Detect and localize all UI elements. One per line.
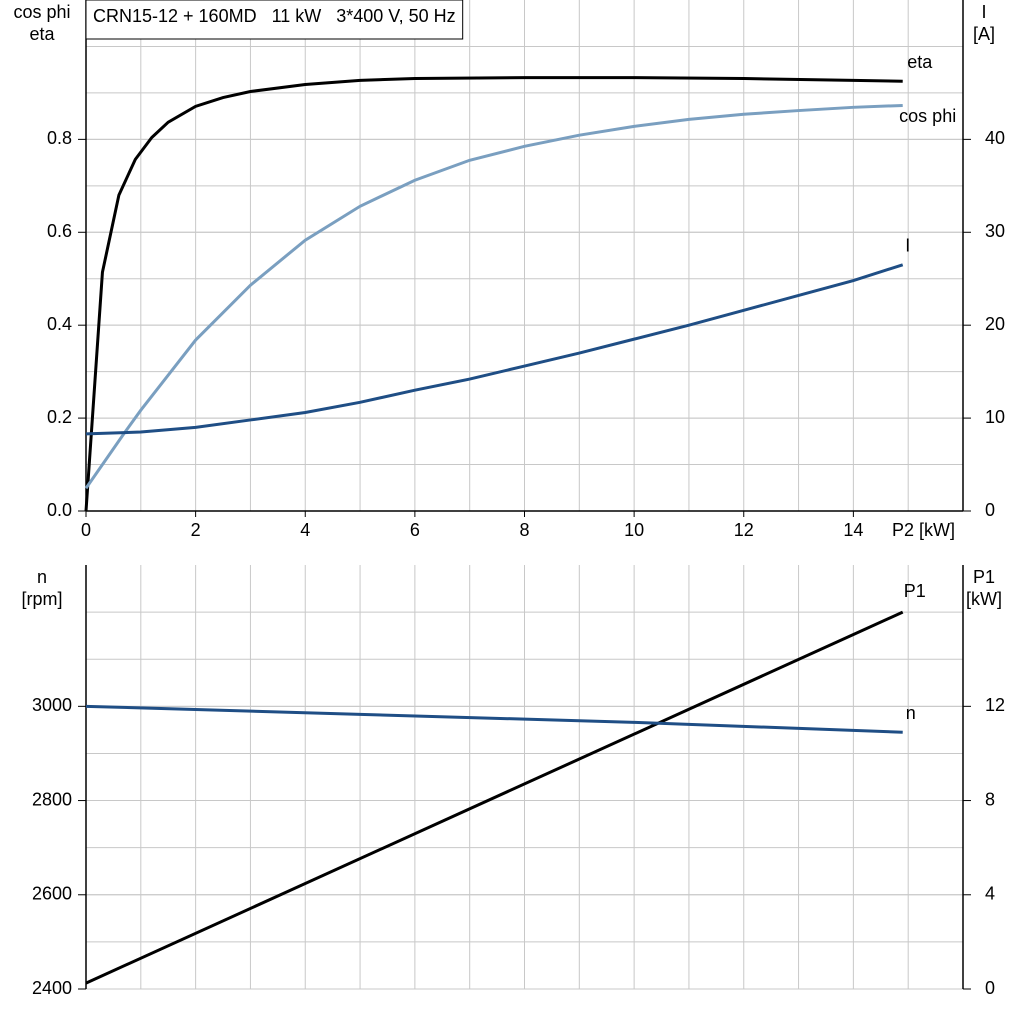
x-tick-label: 4	[300, 520, 310, 540]
y-axis-label: eta	[29, 24, 55, 44]
x-tick-label: 0	[81, 520, 91, 540]
series-label: eta	[907, 52, 933, 72]
y2-axis-label: [kW]	[966, 589, 1002, 609]
x-tick-label: 6	[410, 520, 420, 540]
x-axis-label: P2 [kW]	[892, 520, 955, 540]
series-line	[85, 704, 903, 734]
x-tick-label: 12	[734, 520, 754, 540]
series-label: n	[906, 703, 916, 723]
series-label: P1	[904, 581, 926, 601]
series-line	[84, 103, 903, 490]
y2-tick-label: 10	[985, 407, 1005, 427]
y2-tick-label: 12	[985, 695, 1005, 715]
y2-axis-label: P1	[973, 567, 995, 587]
y2-tick-label: 4	[985, 884, 995, 904]
y2-tick-label: 20	[985, 314, 1005, 334]
y2-tick-label: 0	[985, 978, 995, 998]
y-tick-label: 0.6	[47, 221, 72, 241]
y2-tick-label: 0	[985, 500, 995, 520]
y-axis-label: [rpm]	[21, 589, 62, 609]
x-tick-label: 14	[843, 520, 863, 540]
y-tick-label: 2800	[32, 789, 72, 809]
x-tick-label: 10	[624, 520, 644, 540]
y2-tick-label: 40	[985, 128, 1005, 148]
y-tick-label: 2400	[32, 978, 72, 998]
y2-tick-label: 8	[985, 789, 995, 809]
y2-axis-label: [A]	[973, 24, 995, 44]
series-label: I	[905, 236, 910, 256]
y2-tick-label: 30	[985, 221, 1005, 241]
series-line	[85, 263, 904, 436]
series-line	[84, 76, 903, 512]
y-tick-label: 0.0	[47, 500, 72, 520]
y-tick-label: 3000	[32, 695, 72, 715]
y-tick-label: 2600	[32, 884, 72, 904]
series-label: cos phi	[899, 106, 956, 126]
y-axis-label: n	[37, 567, 47, 587]
y-tick-label: 0.4	[47, 314, 72, 334]
title-box	[85, 0, 464, 40]
x-tick-label: 8	[519, 520, 529, 540]
y-tick-label: 0.2	[47, 407, 72, 427]
series-line	[85, 610, 904, 985]
y2-axis-label: I	[981, 2, 986, 22]
x-tick-label: 2	[191, 520, 201, 540]
y-axis-label: cos phi	[13, 2, 70, 22]
chart-title: CRN15-12 + 160MD 11 kW 3*400 V, 50 Hz	[93, 6, 456, 26]
y-tick-label: 0.8	[47, 128, 72, 148]
